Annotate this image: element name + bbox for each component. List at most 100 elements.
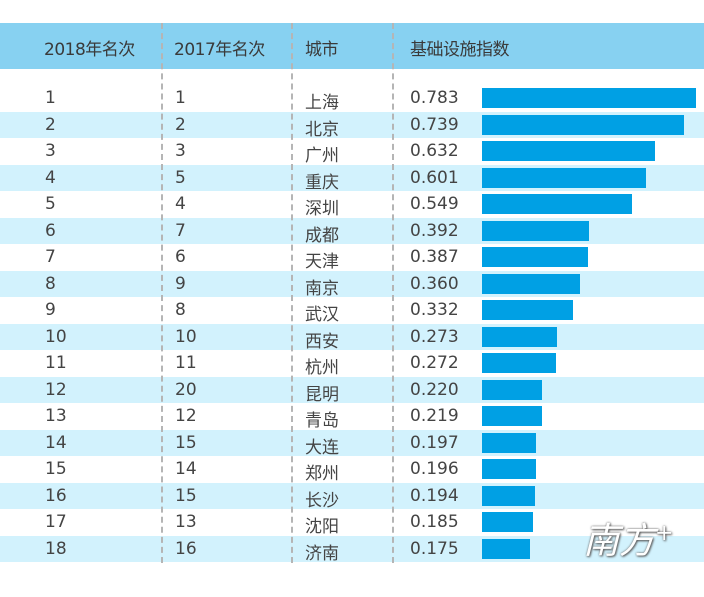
rank-2018-cell: 9 bbox=[45, 300, 56, 320]
city-cell: 广州 bbox=[305, 146, 339, 166]
index-bar bbox=[482, 141, 655, 161]
rank-2017-cell: 15 bbox=[175, 485, 197, 506]
city-cell: 深圳 bbox=[305, 199, 339, 219]
rank-2017-cell: 6 bbox=[175, 247, 186, 267]
table-row: 13 12 青岛 0.219 bbox=[0, 403, 704, 431]
index-value-cell: 0.197 bbox=[410, 432, 459, 453]
index-bar bbox=[482, 406, 542, 426]
index-value-cell: 0.632 bbox=[410, 141, 459, 161]
table-row: 14 15 大连 0.197 bbox=[0, 429, 704, 458]
index-bar bbox=[482, 485, 535, 506]
index-value-cell: 0.175 bbox=[410, 538, 459, 559]
header-index: 基础设施指数 bbox=[410, 40, 510, 60]
index-bar bbox=[482, 167, 647, 188]
index-bar bbox=[482, 300, 573, 320]
index-value-cell: 0.332 bbox=[410, 300, 459, 320]
rank-2018-cell: 7 bbox=[45, 247, 56, 267]
table-row: 4 5 重庆 0.601 bbox=[0, 164, 704, 193]
index-value-cell: 0.549 bbox=[410, 194, 459, 214]
index-value-cell: 0.196 bbox=[410, 459, 459, 479]
column-divider bbox=[161, 23, 163, 563]
rank-2018-cell: 10 bbox=[45, 326, 67, 347]
table-row: 10 10 西安 0.273 bbox=[0, 323, 704, 352]
table-row: 2 2 北京 0.739 bbox=[0, 111, 704, 140]
index-bar bbox=[482, 459, 536, 479]
index-value-cell: 0.220 bbox=[410, 379, 459, 400]
table-row: 7 6 天津 0.387 bbox=[0, 244, 704, 272]
rank-2017-cell: 7 bbox=[175, 220, 186, 241]
city-cell: 青岛 bbox=[305, 411, 339, 431]
header-rank-2018: 2018年名次 bbox=[44, 40, 135, 60]
rank-2017-cell: 10 bbox=[175, 326, 197, 347]
rank-2018-cell: 18 bbox=[45, 538, 67, 559]
index-bar bbox=[482, 114, 684, 135]
table-row: 9 8 武汉 0.332 bbox=[0, 297, 704, 325]
city-cell: 天津 bbox=[305, 252, 339, 272]
index-bar bbox=[482, 273, 581, 294]
table-header: 2018年名次 2017年名次 城市 基础设施指数 bbox=[0, 23, 704, 69]
rank-2018-cell: 1 bbox=[45, 88, 56, 108]
city-cell: 沈阳 bbox=[305, 517, 339, 537]
column-divider bbox=[392, 23, 394, 563]
rank-2018-cell: 13 bbox=[45, 406, 67, 426]
rank-2017-cell: 16 bbox=[175, 538, 197, 559]
rank-2018-cell: 12 bbox=[45, 379, 67, 400]
rank-2018-cell: 6 bbox=[45, 220, 56, 241]
rank-2017-cell: 2 bbox=[175, 114, 186, 135]
rank-2018-cell: 11 bbox=[45, 353, 67, 373]
index-bar bbox=[482, 353, 557, 373]
index-bar bbox=[482, 538, 530, 559]
city-cell: 南京 bbox=[305, 278, 339, 299]
index-bar bbox=[482, 247, 588, 267]
rank-2018-cell: 14 bbox=[45, 432, 67, 453]
table-row: 18 16 济南 0.175 bbox=[0, 535, 704, 564]
index-value-cell: 0.601 bbox=[410, 167, 459, 188]
header-rank-2017: 2017年名次 bbox=[174, 40, 265, 60]
table-body: 1 1 上海 0.783 2 2 北京 0.739 3 3 广州 0.632 4 5 重庆 0.601 5 4 深圳… bbox=[0, 85, 704, 564]
rank-2017-cell: 5 bbox=[175, 167, 186, 188]
rank-2018-cell: 8 bbox=[45, 273, 56, 294]
table-row: 8 9 南京 0.360 bbox=[0, 270, 704, 299]
index-value-cell: 0.273 bbox=[410, 326, 459, 347]
index-bar bbox=[482, 379, 543, 400]
column-divider bbox=[291, 23, 293, 563]
city-cell: 北京 bbox=[305, 119, 339, 140]
rank-2018-cell: 16 bbox=[45, 485, 67, 506]
rank-2018-cell: 3 bbox=[45, 141, 56, 161]
city-cell: 杭州 bbox=[305, 358, 339, 378]
table-row: 11 11 杭州 0.272 bbox=[0, 350, 704, 378]
index-value-cell: 0.360 bbox=[410, 273, 459, 294]
city-cell: 长沙 bbox=[305, 490, 339, 511]
rank-2018-cell: 5 bbox=[45, 194, 56, 214]
rank-2017-cell: 12 bbox=[175, 406, 197, 426]
table-row: 17 13 沈阳 0.185 bbox=[0, 509, 704, 537]
index-value-cell: 0.387 bbox=[410, 247, 459, 267]
rank-2018-cell: 2 bbox=[45, 114, 56, 135]
table-row: 12 20 昆明 0.220 bbox=[0, 376, 704, 405]
rank-2017-cell: 13 bbox=[175, 512, 197, 532]
index-value-cell: 0.783 bbox=[410, 88, 459, 108]
rank-2017-cell: 3 bbox=[175, 141, 186, 161]
rank-2017-cell: 9 bbox=[175, 273, 186, 294]
index-value-cell: 0.739 bbox=[410, 114, 459, 135]
index-value-cell: 0.392 bbox=[410, 220, 459, 241]
rank-2018-cell: 17 bbox=[45, 512, 67, 532]
rank-2017-cell: 15 bbox=[175, 432, 197, 453]
index-value-cell: 0.219 bbox=[410, 406, 459, 426]
city-cell: 济南 bbox=[305, 543, 339, 564]
index-bar bbox=[482, 88, 696, 108]
rank-2017-cell: 20 bbox=[175, 379, 197, 400]
table-row: 3 3 广州 0.632 bbox=[0, 138, 704, 166]
index-bar bbox=[482, 194, 632, 214]
index-value-cell: 0.272 bbox=[410, 353, 459, 373]
rank-2017-cell: 14 bbox=[175, 459, 197, 479]
header-city: 城市 bbox=[305, 40, 339, 60]
city-cell: 重庆 bbox=[305, 172, 339, 193]
table-row: 5 4 深圳 0.549 bbox=[0, 191, 704, 219]
table-row: 15 14 郑州 0.196 bbox=[0, 456, 704, 484]
rank-2017-cell: 1 bbox=[175, 88, 186, 108]
table-row: 1 1 上海 0.783 bbox=[0, 85, 704, 113]
city-cell: 郑州 bbox=[305, 464, 339, 484]
rank-2017-cell: 4 bbox=[175, 194, 186, 214]
table-row: 16 15 长沙 0.194 bbox=[0, 482, 704, 511]
